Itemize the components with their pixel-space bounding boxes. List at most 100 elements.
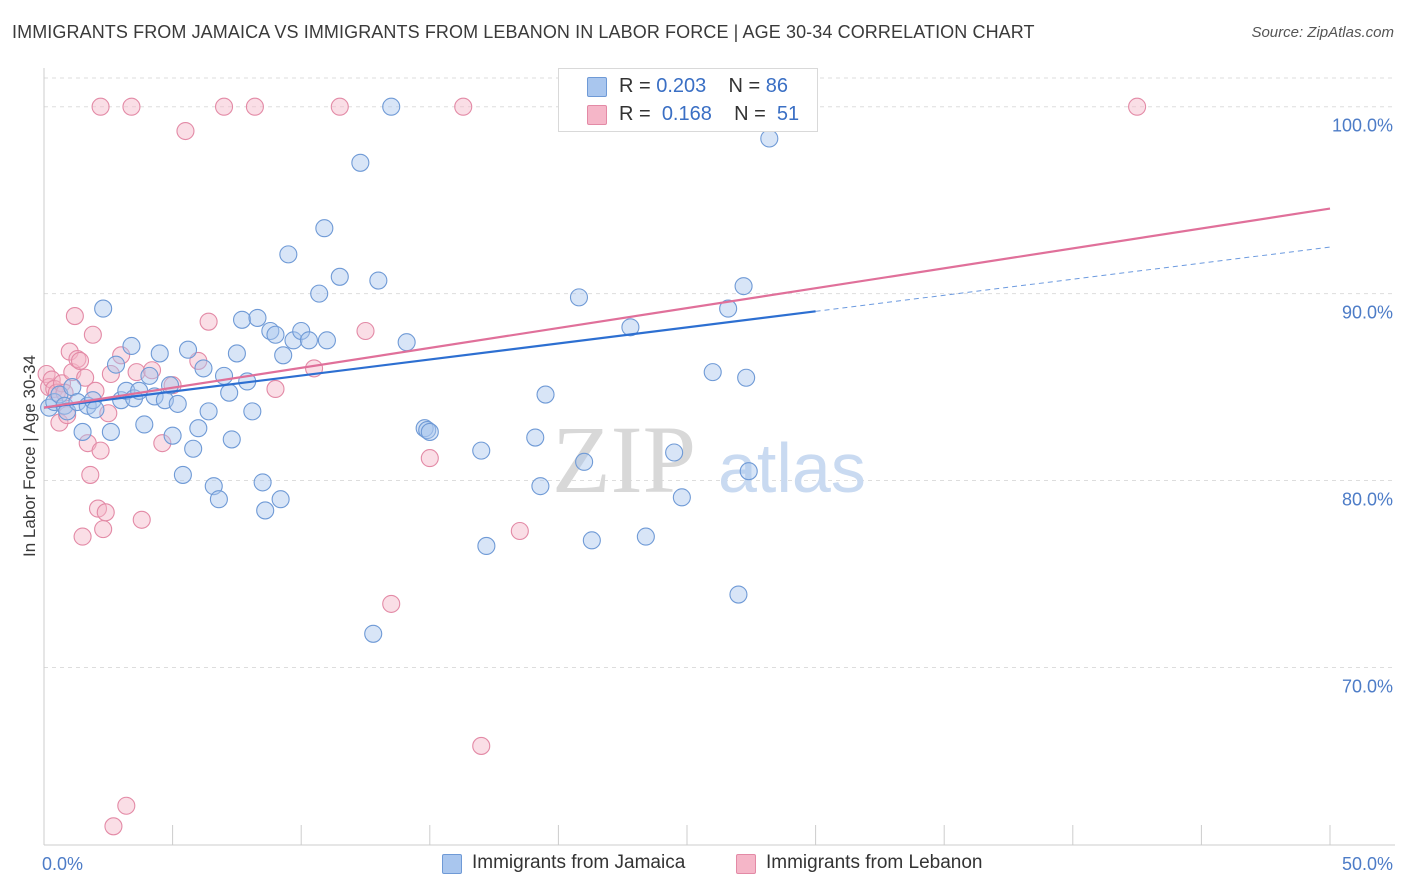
jamaica-point: [222, 430, 241, 449]
lebanon-point: [472, 736, 491, 755]
jamaica-point: [369, 271, 388, 290]
legend-r-value-lebanon: 0.168: [661, 103, 712, 125]
lebanon-point: [65, 307, 84, 326]
watermark: ZIP atlas: [552, 406, 866, 513]
jamaica-point: [135, 415, 154, 434]
lebanon-point: [117, 796, 136, 815]
jamaica-point: [292, 321, 311, 341]
jamaica-trend-line: [43, 310, 816, 409]
series-swatch-lebanon: [736, 854, 756, 874]
lebanon-point: [330, 97, 349, 116]
jamaica-point: [575, 452, 594, 471]
jamaica-point: [739, 462, 758, 481]
chart-title: IMMIGRANTS FROM JAMAICA VS IMMIGRANTS FR…: [12, 22, 1035, 42]
jamaica-trend-extension: [815, 246, 1331, 312]
jamaica-point: [582, 531, 601, 550]
jamaica-point: [536, 385, 555, 404]
trend-lines: [43, 207, 1331, 409]
jamaica-point: [729, 585, 748, 604]
series-swatch-jamaica: [442, 854, 462, 874]
series-legend: Immigrants from Jamaica Immigrants from …: [0, 852, 1406, 878]
jamaica-point: [243, 402, 262, 421]
jamaica-point: [220, 383, 239, 402]
jamaica-point: [173, 465, 192, 484]
lebanon-point: [1128, 97, 1147, 116]
legend-r-value-jamaica: 0.203: [656, 75, 707, 97]
jamaica-point: [299, 331, 318, 350]
y-tick-label: 70.0%: [1342, 676, 1393, 696]
lebanon-point: [112, 346, 131, 365]
lebanon-point: [81, 465, 100, 484]
legend-n-value-lebanon: 51: [776, 103, 800, 125]
jamaica-point: [73, 422, 92, 441]
jamaica-point: [150, 344, 169, 363]
lebanon-point: [245, 97, 264, 116]
lebanon-point: [68, 349, 87, 369]
jamaica-point: [184, 439, 203, 458]
jamaica-point: [189, 419, 208, 438]
jamaica-point: [163, 426, 182, 445]
jamaica-point: [58, 402, 77, 421]
lebanon-point: [122, 97, 141, 116]
jamaica-point: [621, 318, 640, 337]
jamaica-point: [274, 346, 293, 365]
jamaica-point: [364, 624, 383, 643]
jamaica-point: [310, 284, 329, 303]
jamaica-point: [214, 366, 234, 385]
legend-n-label: N =: [728, 75, 761, 97]
jamaica-point: [351, 153, 370, 172]
jamaica-point: [526, 428, 545, 447]
jamaica-point: [232, 310, 252, 329]
jamaica-point: [168, 394, 187, 413]
jamaica-point: [248, 308, 267, 327]
lebanon-point: [101, 364, 120, 384]
lebanon-point: [76, 368, 95, 387]
source-label: Source: ZipAtlas.com: [1251, 24, 1394, 41]
lebanon-point: [356, 321, 375, 341]
jamaica-point: [672, 488, 691, 507]
jamaica-point: [734, 277, 753, 296]
jamaica-point: [569, 288, 589, 307]
jamaica-point: [271, 490, 290, 509]
lebanon-trend-line: [43, 207, 1331, 409]
lebanon-point: [153, 434, 172, 453]
legend-n-label: N =: [734, 103, 766, 125]
y-tick-label: 90.0%: [1342, 303, 1393, 323]
lebanon-point: [60, 342, 79, 361]
watermark-atlas: atlas: [718, 429, 866, 507]
jamaica-point: [279, 245, 298, 264]
jamaica-point: [101, 422, 120, 441]
lebanon-point: [96, 503, 115, 522]
lebanon-point: [132, 510, 151, 529]
jamaica-point: [737, 368, 756, 387]
lebanon-point: [266, 379, 285, 399]
x-tick-label: 0.0%: [42, 854, 83, 874]
lebanon-point: [83, 325, 102, 344]
lebanon-point: [91, 441, 110, 460]
jamaica-point: [760, 129, 779, 148]
jamaica-points: [40, 97, 799, 643]
jamaica-point: [703, 363, 722, 382]
series-label-jamaica: Immigrants from Jamaica: [472, 852, 686, 873]
lebanon-point: [70, 351, 90, 370]
legend-r-label: R =: [619, 75, 651, 97]
lebanon-point: [420, 449, 439, 468]
jamaica-point: [531, 477, 550, 496]
lebanon-point: [176, 121, 195, 141]
lebanon-point: [214, 97, 234, 116]
lebanon-point: [510, 521, 529, 541]
jamaica-point: [253, 473, 272, 492]
jamaica-point: [227, 344, 246, 363]
jamaica-point: [266, 325, 285, 344]
lebanon-point: [94, 520, 113, 539]
jamaica-point: [420, 422, 439, 441]
legend-swatch-lebanon: [587, 105, 607, 125]
legend-n-value-jamaica: 86: [765, 75, 789, 97]
jamaica-point: [330, 267, 349, 286]
jamaica-point: [106, 355, 126, 374]
x-tick-label: 50.0%: [1342, 854, 1393, 874]
jamaica-point: [315, 219, 334, 238]
lebanon-point: [199, 312, 218, 331]
jamaica-point: [719, 299, 738, 318]
